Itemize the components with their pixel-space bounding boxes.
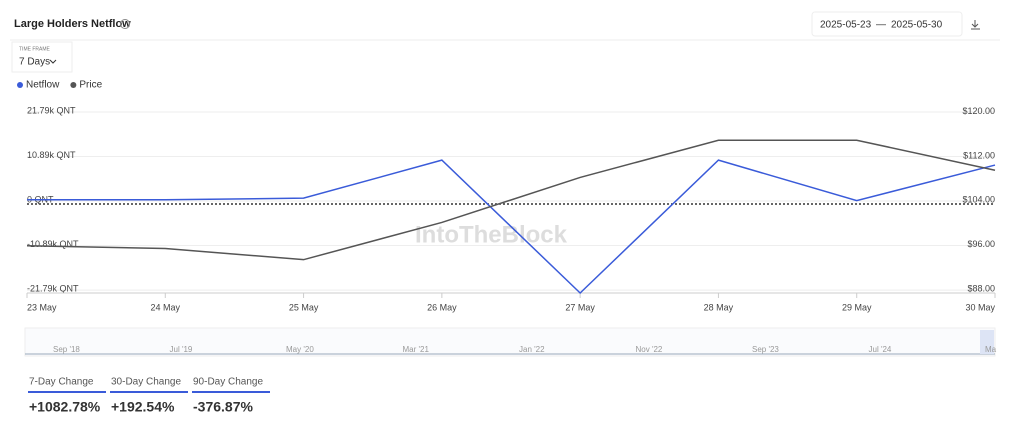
widget-title: Large Holders Netflow xyxy=(14,18,131,30)
navigator-label: Mar '21 xyxy=(403,345,430,354)
x-tick-label: 30 May xyxy=(965,302,995,312)
date-from: 2025-05-23 xyxy=(820,20,872,31)
x-tick-label: 26 May xyxy=(427,302,457,312)
watermark: IntoTheBlock xyxy=(415,221,568,248)
y2-tick-label: $112.00 xyxy=(963,150,995,160)
chevron xyxy=(49,59,57,64)
time-frame-select[interactable] xyxy=(11,41,73,73)
y2-tick-label: $88.00 xyxy=(967,284,995,294)
series-line xyxy=(27,159,996,295)
legend-dot xyxy=(70,82,77,88)
navigator-label: May '20 xyxy=(286,345,314,354)
x-tick-label: 28 May xyxy=(704,302,734,312)
y2-tick-label: $96.00 xyxy=(967,239,995,249)
date-sep: — xyxy=(876,20,886,31)
navigator-handle[interactable] xyxy=(980,330,994,354)
stat-label: 90-Day Change xyxy=(193,377,263,388)
series-line xyxy=(26,139,996,261)
legend-dot xyxy=(17,82,23,88)
x-tick-label: 27 May xyxy=(565,302,595,312)
legend-label[interactable]: Netflow xyxy=(26,80,60,91)
navigator-label: Sep '23 xyxy=(752,345,779,354)
y-tick-label: 21.79k QNT xyxy=(27,105,76,115)
y2-tick-label: $104.00 xyxy=(962,195,995,205)
date-range[interactable] xyxy=(811,11,963,37)
time-frame-label: TIME FRAME xyxy=(19,46,50,52)
download-icon[interactable] xyxy=(971,20,980,30)
navigator-label: Sep '18 xyxy=(53,345,80,354)
navigator-label: Jan '22 xyxy=(519,345,545,354)
x-tick-label: 29 May xyxy=(842,302,872,312)
date-to: 2025-05-30 xyxy=(891,20,943,31)
x-tick-label: 25 May xyxy=(289,302,319,312)
navigator-label: Jul '19 xyxy=(170,345,193,354)
stat-value: +1082.78% xyxy=(29,399,101,415)
y2-tick-label: $120.00 xyxy=(962,106,995,116)
stat-label: 30-Day Change xyxy=(111,377,181,388)
info-icon[interactable] xyxy=(120,19,130,29)
y-tick-label: -21.79k QNT xyxy=(27,283,79,293)
navigator-label: Nov '22 xyxy=(636,345,663,354)
y-tick-label: -10.89k QNT xyxy=(27,239,79,249)
stat-value: +192.54% xyxy=(111,399,175,415)
stat-label: 7-Day Change xyxy=(29,377,94,388)
navigator-label: Jul '24 xyxy=(869,345,892,354)
navigator-label: Ma xyxy=(985,345,997,354)
y-tick-label: 10.89k QNT xyxy=(27,150,76,160)
stat-value: -376.87% xyxy=(193,399,253,415)
x-tick-label: 24 May xyxy=(151,302,181,312)
time-frame-value: 7 Days xyxy=(19,57,50,68)
x-tick-label: 23 May xyxy=(27,302,57,312)
navigator[interactable] xyxy=(24,327,996,357)
legend-label[interactable]: Price xyxy=(79,80,102,91)
